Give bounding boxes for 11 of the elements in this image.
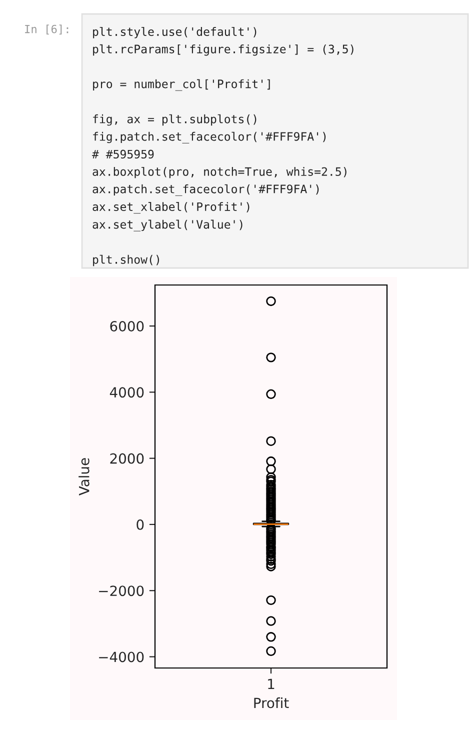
text: plt.style.use('default') plt.rcParams['figure.figsize'] = (3,5) pro = number_col['Profit'] fig, ax = plt.subplots() fig.patch.set_facecolor('#FFF9FA') # #595959 ax.boxplot(pro, notch=True, whis=2.5) ax.patch.set_facecolor('#FFF9FA') ax.set_xlabel('Profit') ax.set_ylabel('Value') plt.show() — [92, 27, 354, 266]
x-axis-title: Profit — [254, 697, 289, 708]
y-tick-label: 4000 — [110, 387, 144, 398]
y-tick-label: 0 — [136, 519, 144, 530]
y-tick-label: 6000 — [110, 320, 144, 332]
y-axis-title: Value — [78, 458, 90, 496]
y-tick-label: 2000 — [110, 453, 144, 464]
y-tick-label: −4000 — [99, 652, 144, 662]
x-tick-label: 1 — [268, 678, 274, 689]
y-tick-label: −2000 — [99, 586, 144, 596]
text: In [6]: — [25, 24, 68, 35]
